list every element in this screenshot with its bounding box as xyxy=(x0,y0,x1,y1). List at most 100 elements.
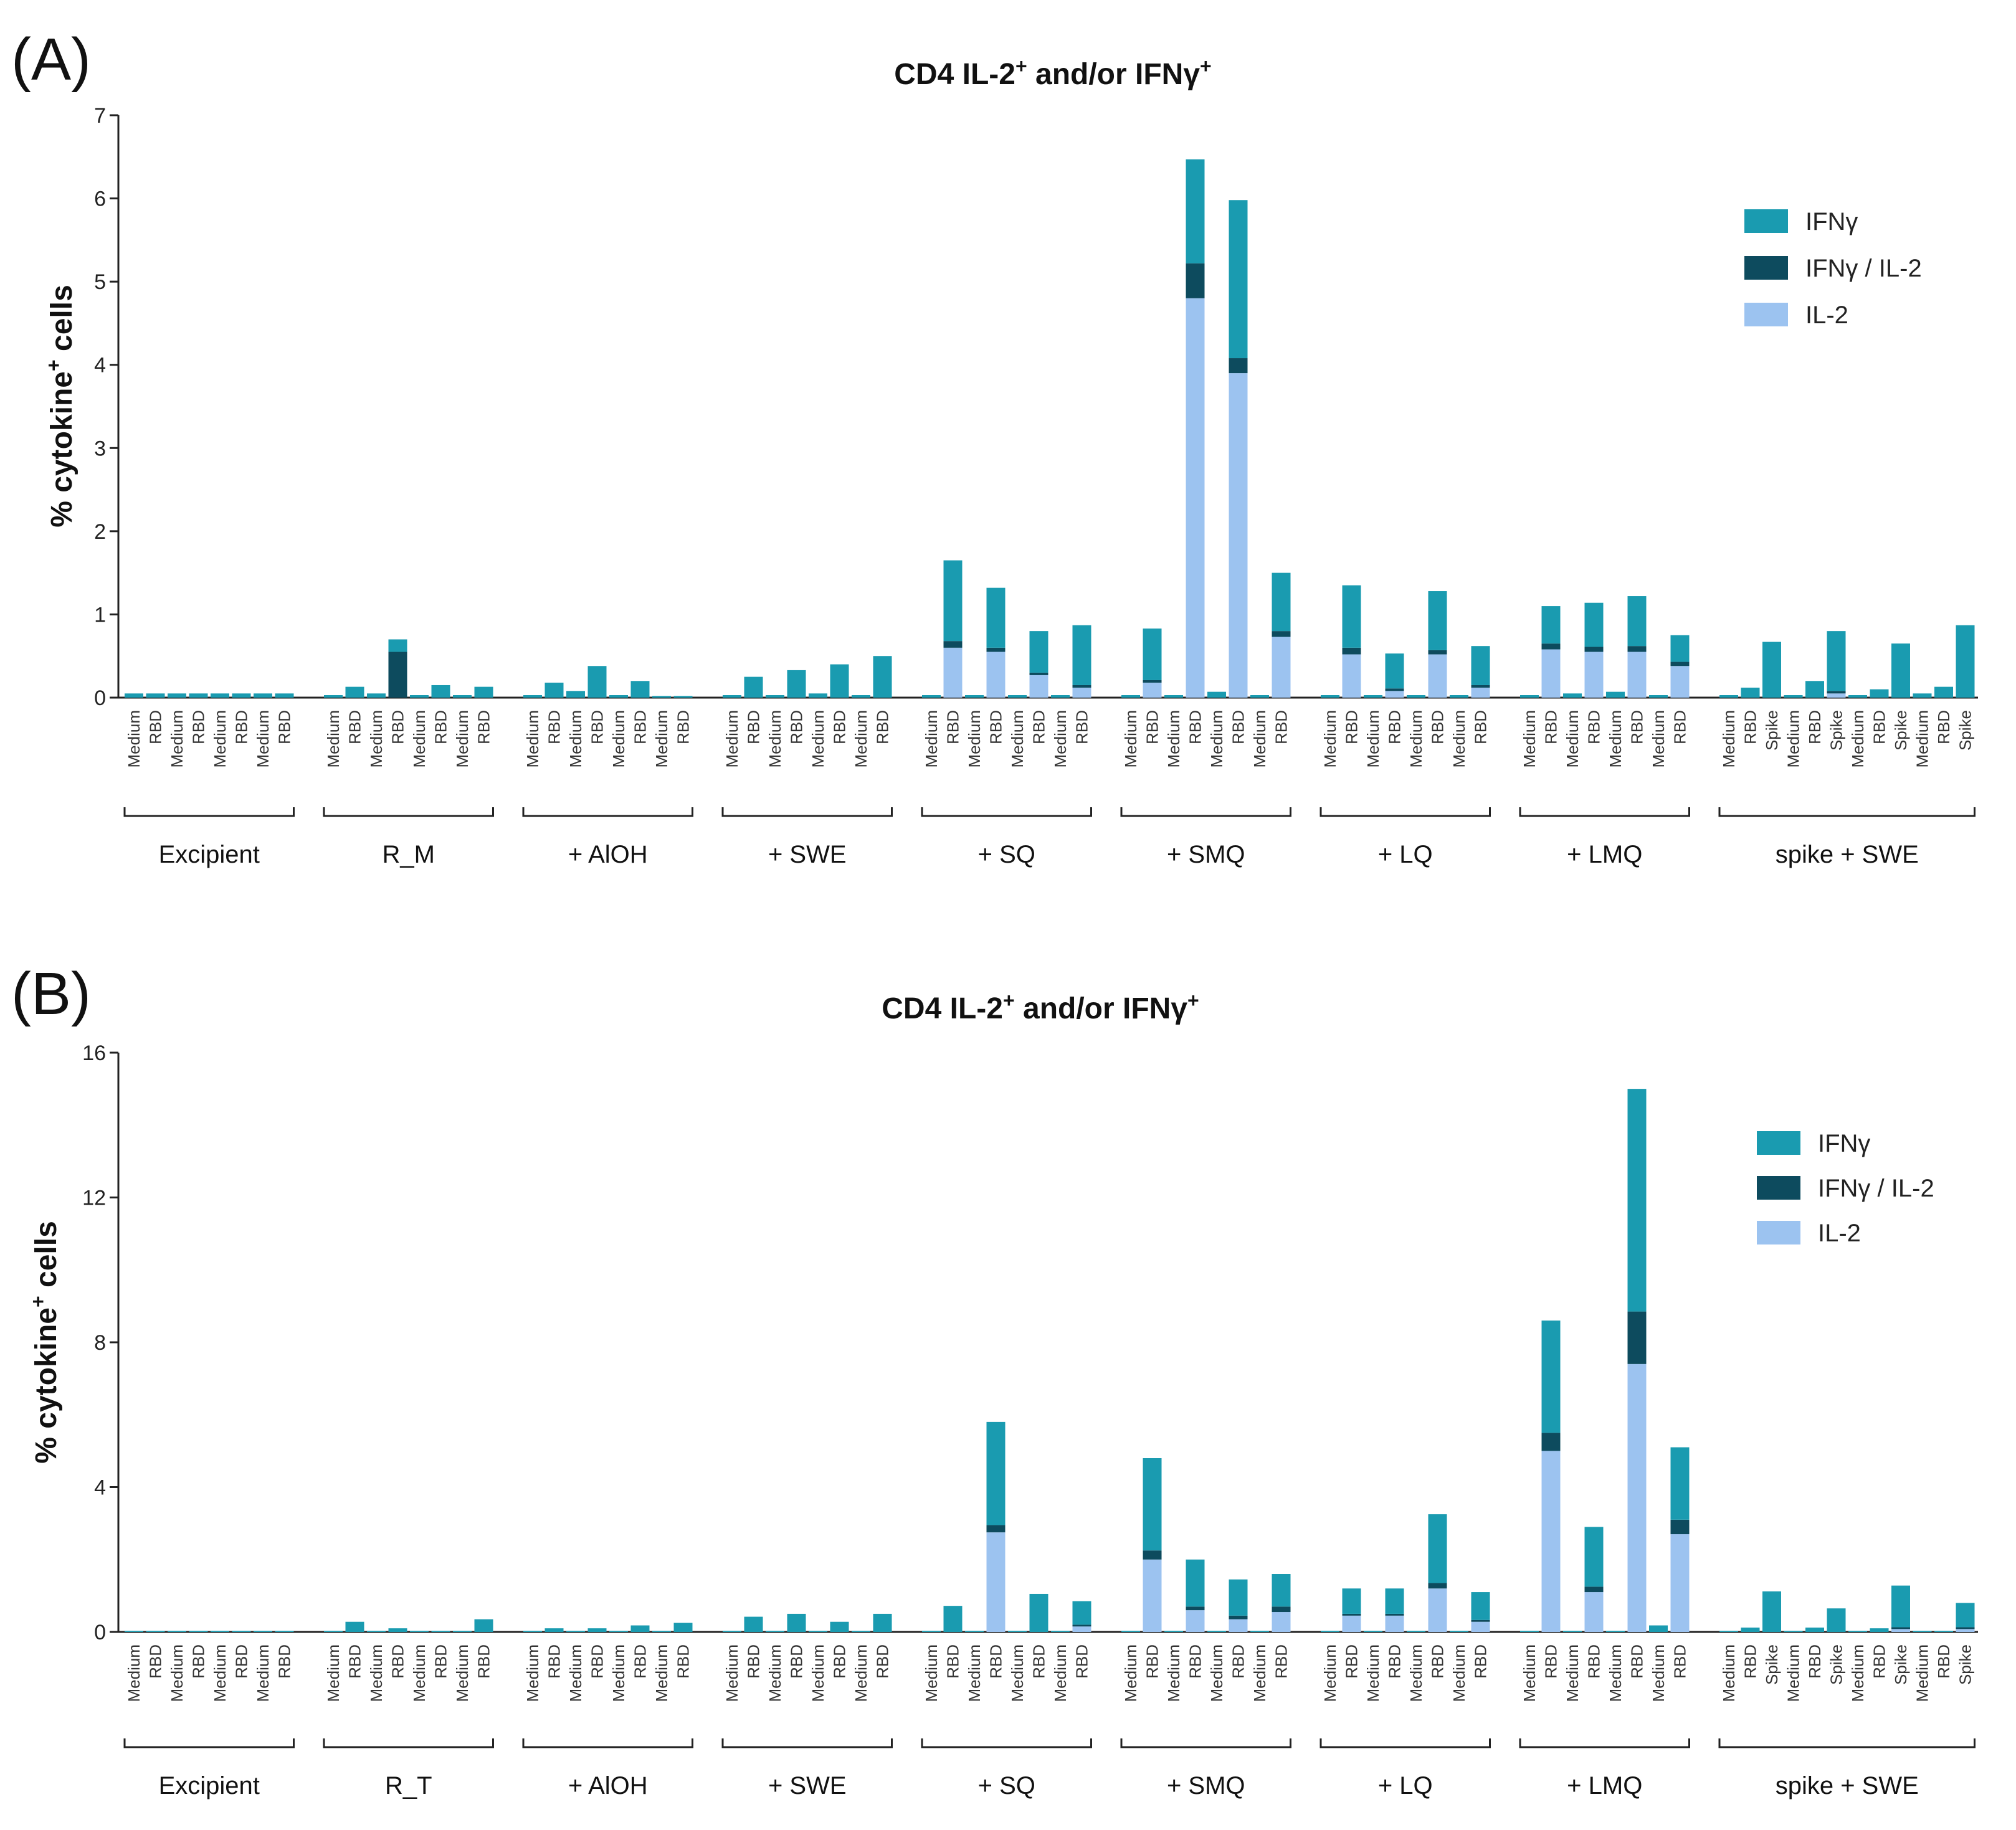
x-tick-label: RBD xyxy=(275,710,294,744)
x-tick-label: RBD xyxy=(475,710,493,744)
bar-il2-segment xyxy=(1541,649,1561,698)
group-label: + SWE xyxy=(768,1772,847,1799)
x-tick-label: Medium xyxy=(1563,710,1582,767)
bar-ifng-segment xyxy=(367,1631,386,1632)
x-tick-label: RBD xyxy=(232,710,251,744)
x-tick-label: Medium xyxy=(1121,710,1140,767)
x-tick-label: RBD xyxy=(787,1644,806,1679)
bar-ifng-il2-segment xyxy=(1627,1311,1647,1364)
bar-ifng-segment xyxy=(1072,1601,1091,1625)
bar-ifng-segment xyxy=(609,1631,628,1632)
x-tick-label: Medium xyxy=(1051,1644,1070,1702)
bar-ifng-segment xyxy=(1956,1603,1975,1628)
x-tick-label: Medium xyxy=(1321,710,1339,767)
x-tick-label: RBD xyxy=(1870,710,1889,744)
x-tick-label: RBD xyxy=(1143,710,1162,744)
bar-ifng-segment xyxy=(146,693,165,698)
legend-il2: IL-2 xyxy=(1744,301,1848,329)
x-tick-label: RBD xyxy=(674,1644,693,1679)
bar-il2-segment xyxy=(1229,373,1248,698)
bar-il2-segment xyxy=(1272,1612,1291,1632)
group-label: + LMQ xyxy=(1567,841,1642,868)
bar-ifng-segment xyxy=(965,1631,984,1632)
group-bracket xyxy=(323,1738,494,1748)
bar-ifng-il2-segment xyxy=(986,1525,1006,1533)
bar-ifng-segment xyxy=(474,686,493,698)
x-tick-label: Medium xyxy=(367,710,386,767)
bar-ifng-segment xyxy=(1186,159,1205,263)
bar-ifng-segment xyxy=(1186,1559,1205,1607)
bar-ifng-segment xyxy=(609,695,628,698)
bar-ifng-segment xyxy=(943,560,963,642)
x-tick-label: RBD xyxy=(146,710,165,744)
group-bracket xyxy=(921,807,1092,817)
x-tick-label: Spike xyxy=(1891,1644,1910,1685)
bar-ifng-il2-segment xyxy=(943,641,963,648)
bar-ifng-il2-segment xyxy=(1541,1433,1561,1451)
x-tick-label: RBD xyxy=(1628,1644,1647,1679)
x-tick-label: Spike xyxy=(1891,710,1910,751)
bar-ifng-segment xyxy=(1008,695,1027,698)
bar-ifng-segment xyxy=(587,666,607,698)
x-tick-label: Medium xyxy=(1250,710,1269,767)
x-tick-label: Medium xyxy=(1913,1644,1932,1702)
bar-il2-segment xyxy=(1186,1610,1205,1632)
y-axis-label: % cytokine+ cells xyxy=(42,285,78,528)
legend-swatch xyxy=(1757,1221,1800,1244)
bar-ifng-segment xyxy=(1428,591,1447,650)
bar-il2-segment xyxy=(1584,652,1604,698)
bar-il2-segment xyxy=(1072,687,1091,698)
x-tick-label: Medium xyxy=(1719,1644,1738,1702)
x-tick-label: RBD xyxy=(1741,1644,1760,1679)
bar-il2-segment xyxy=(1342,654,1361,698)
x-tick-label: RBD xyxy=(146,1644,165,1679)
x-tick-label: Medium xyxy=(1450,1644,1468,1702)
bar-ifng-il2-segment xyxy=(1272,1606,1291,1613)
bar-ifng-il2-segment xyxy=(1471,685,1490,688)
bar-ifng-segment xyxy=(1364,695,1382,698)
bar-ifng-segment xyxy=(873,1613,892,1632)
bar-ifng-segment xyxy=(1784,1631,1803,1632)
bar-ifng-segment xyxy=(1229,1579,1248,1616)
x-tick-label: RBD xyxy=(1073,1644,1091,1679)
group-label: + AlOH xyxy=(568,841,648,868)
panel-label: (B) xyxy=(11,960,91,1027)
group-label: spike + SWE xyxy=(1776,841,1919,868)
x-tick-label: RBD xyxy=(830,710,849,744)
group-bracket xyxy=(1718,1738,1976,1748)
bar-ifng-segment xyxy=(211,1631,229,1632)
x-tick-label: RBD xyxy=(475,1644,493,1679)
x-tick-label: Medium xyxy=(1719,710,1738,767)
x-tick-label: Medium xyxy=(1407,1644,1425,1702)
bar-ifng-il2-segment xyxy=(1272,631,1291,637)
x-tick-label: RBD xyxy=(1628,710,1647,744)
bar-ifng-segment xyxy=(1956,625,1975,698)
legend-swatch xyxy=(1757,1131,1800,1155)
x-tick-label: RBD xyxy=(1472,1644,1490,1679)
x-tick-label: Medium xyxy=(1649,710,1668,767)
group-label: Excipient xyxy=(159,841,260,868)
bar-ifng-segment xyxy=(410,1631,429,1632)
bar-ifng-il2-segment xyxy=(1584,647,1604,652)
x-tick-label: Medium xyxy=(1364,1644,1382,1702)
x-tick-label: Medium xyxy=(125,1644,143,1702)
x-tick-label: Medium xyxy=(367,1644,386,1702)
panel-label: (A) xyxy=(11,26,91,93)
bar-il2-segment xyxy=(1584,1592,1604,1632)
legend-swatch xyxy=(1744,209,1788,233)
group-label: + SWE xyxy=(768,841,847,868)
legend-ifng: IFNγ xyxy=(1744,208,1858,235)
x-tick-label: Medium xyxy=(254,1644,272,1702)
x-tick-label: RBD xyxy=(1343,710,1361,744)
bar-ifng-segment xyxy=(1584,602,1604,647)
x-tick-label: Spike xyxy=(1827,1644,1846,1685)
x-tick-label: Spike xyxy=(1762,710,1781,751)
bar-ifng-segment xyxy=(1670,635,1690,662)
legend-il2: IL-2 xyxy=(1757,1220,1861,1247)
bar-ifng-il2-segment xyxy=(1670,661,1690,666)
bar-ifng-segment xyxy=(1471,1592,1490,1620)
group-bracket xyxy=(522,807,693,817)
legend-ifng: IFNγ xyxy=(1757,1130,1870,1157)
x-tick-label: RBD xyxy=(944,1644,963,1679)
x-tick-label: Medium xyxy=(1051,710,1070,767)
